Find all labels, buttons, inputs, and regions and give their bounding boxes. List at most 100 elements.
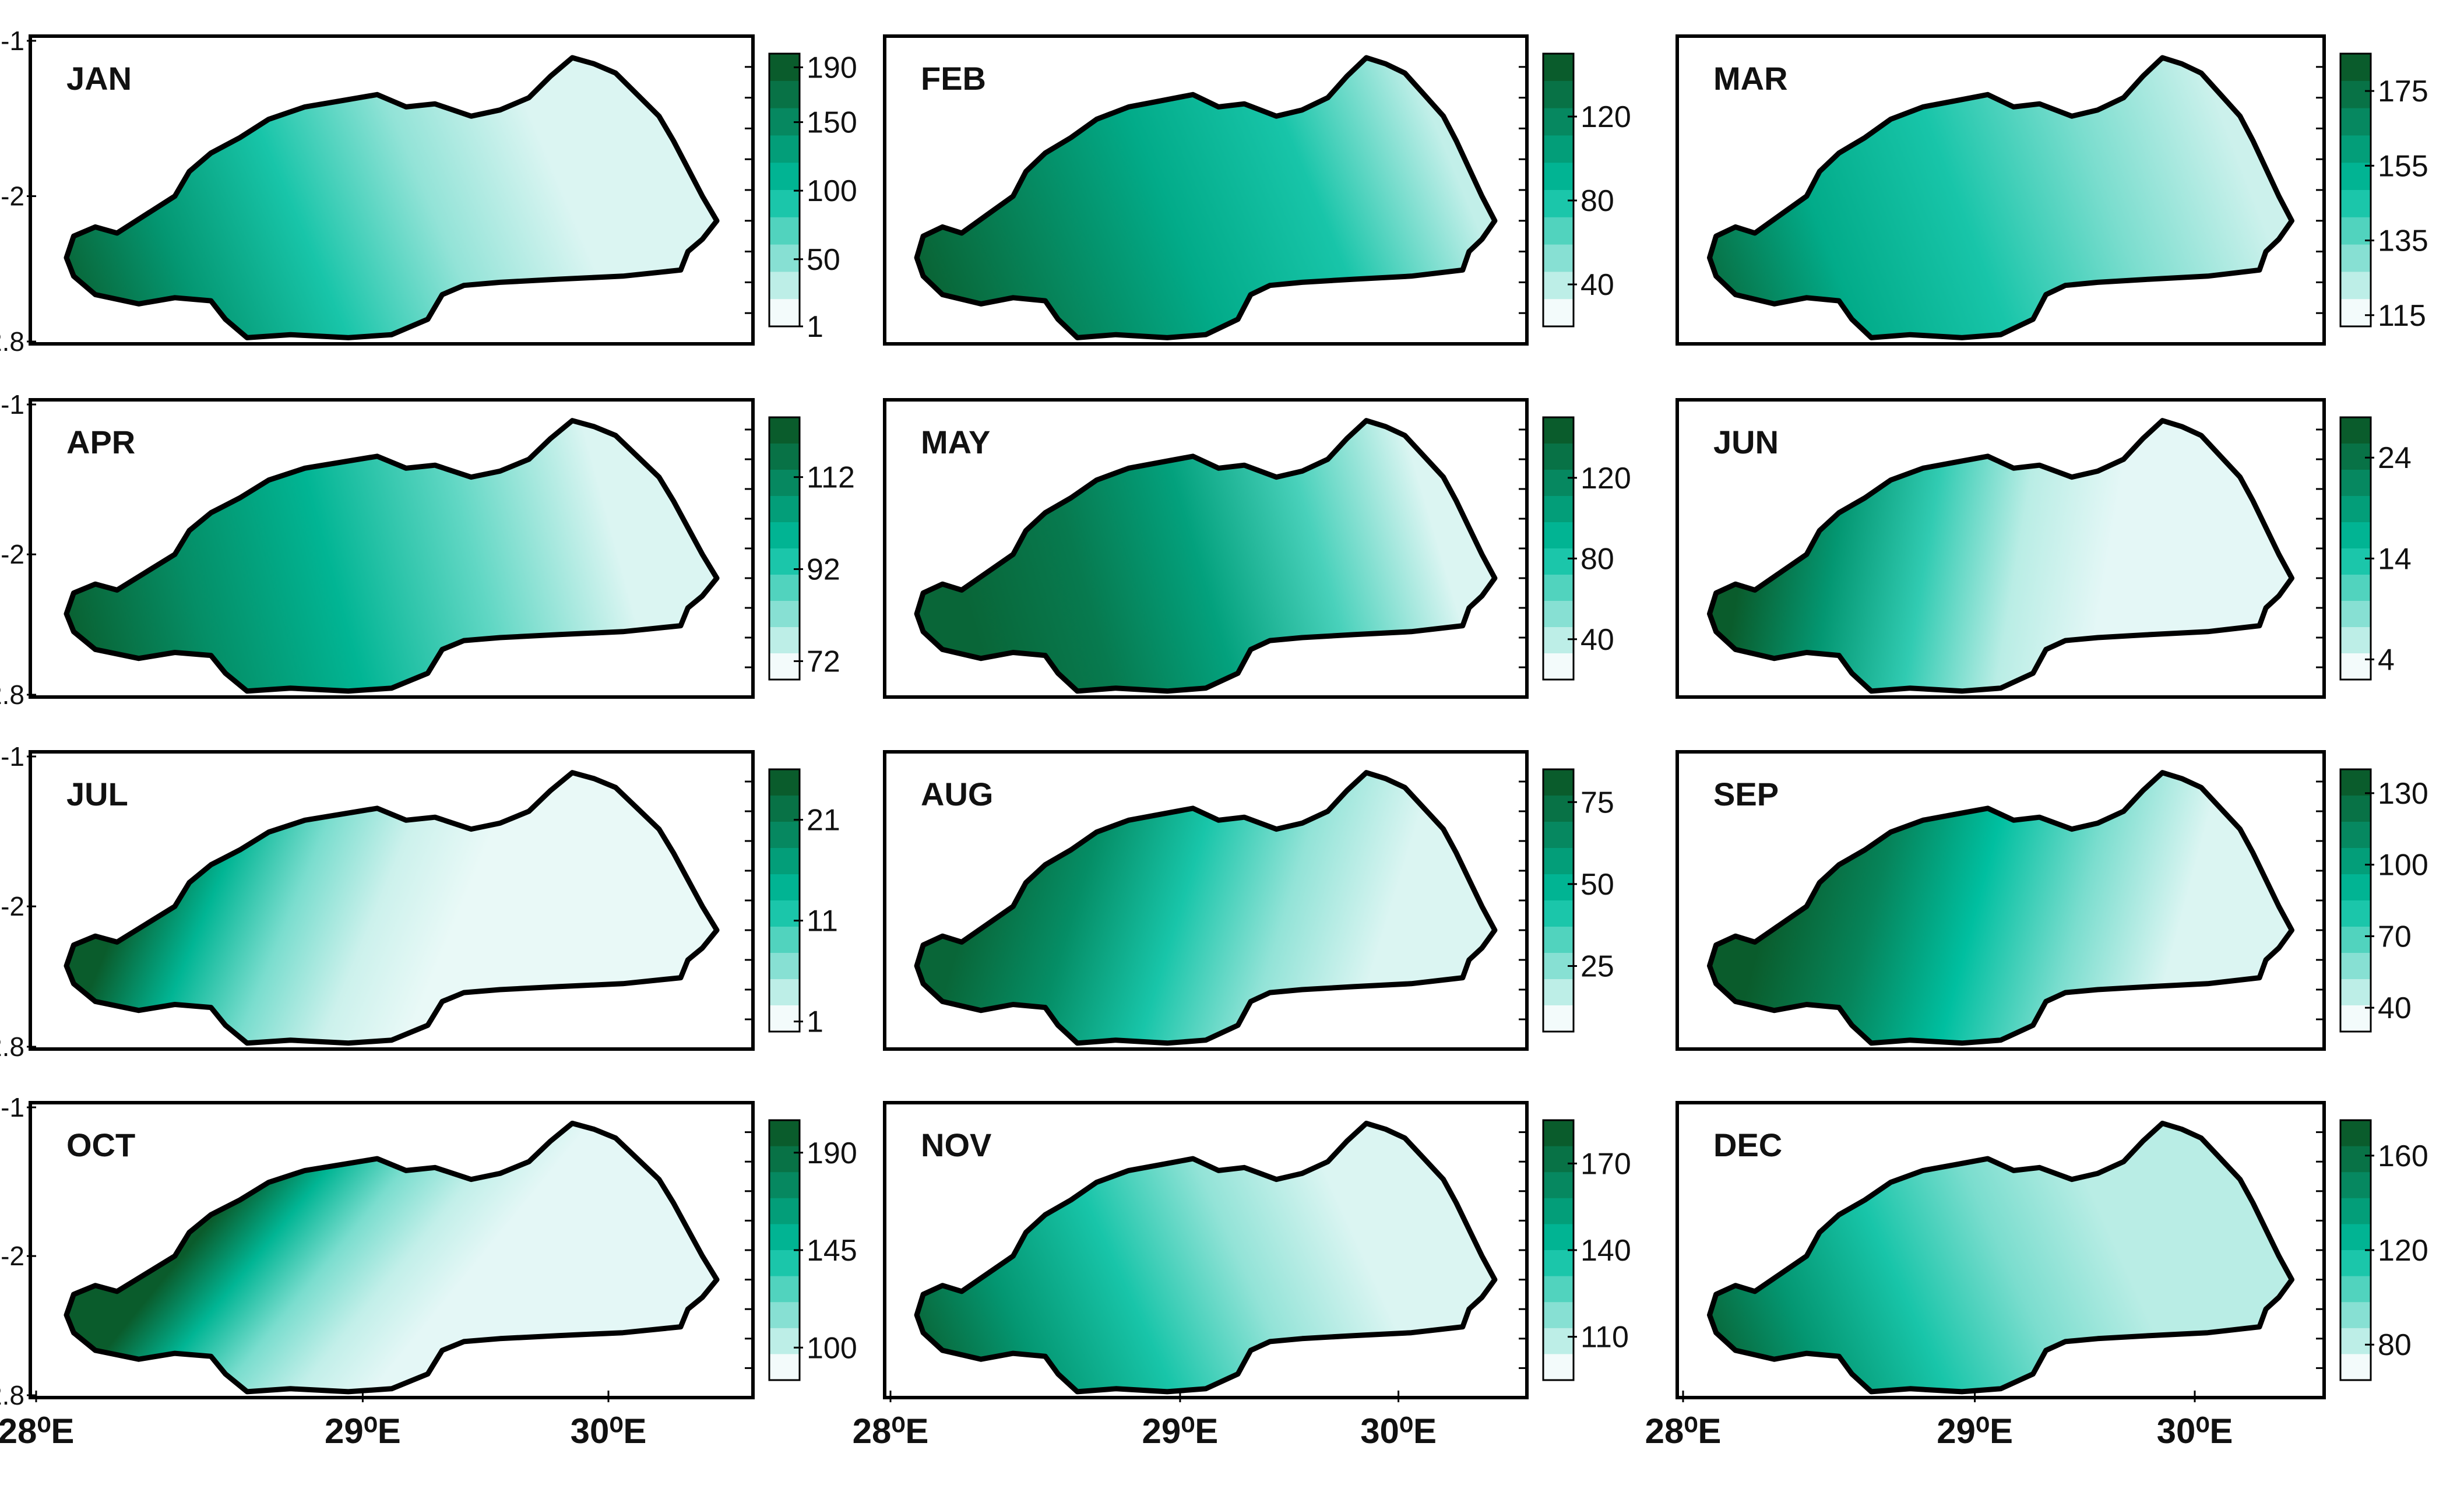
longitude-label: 28⁰E [0, 1412, 74, 1451]
colorbar-band [2340, 601, 2371, 628]
colorbar-band [769, 575, 800, 601]
colorbar-band [769, 217, 800, 245]
colorbar-band [769, 1224, 800, 1251]
colorbar-tick-label: 130 [2378, 777, 2428, 811]
country-boundary [914, 418, 1498, 694]
colorbar-band [2340, 108, 2371, 136]
colorbar-band [769, 627, 800, 654]
month-label: OCT [66, 1127, 135, 1163]
colorbar-band [769, 796, 800, 822]
colorbar-band [1543, 769, 1574, 796]
colorbar-band [1543, 627, 1574, 654]
rainfall-shading [66, 420, 717, 691]
longitude-label: 28⁰E [853, 1412, 929, 1451]
colorbar-tick-label: 21 [807, 804, 840, 837]
panel-sep: SEP 130 100 70 40 [1675, 750, 2428, 1051]
rainfall-shading [1709, 58, 2292, 338]
colorbar-band [769, 1005, 800, 1032]
country-boundary [1707, 55, 2294, 340]
colorbar [768, 416, 801, 681]
colorbar-band [2340, 163, 2371, 191]
rainfall-shading [1709, 772, 2292, 1043]
colorbar-tick-label: 190 [807, 1136, 857, 1170]
colorbar-band [1543, 190, 1574, 218]
month-label: JUN [1713, 424, 1779, 460]
colorbar-tick-label: 140 [1581, 1234, 1631, 1268]
latitude-label: -1 [1, 741, 24, 772]
month-label: FEB [921, 60, 986, 97]
colorbar-band [769, 822, 800, 849]
colorbar-tick-label: 24 [2378, 441, 2412, 475]
country-boundary [1707, 418, 2294, 694]
colorbar [2339, 416, 2372, 681]
colorbar-tick-label: 14 [2378, 542, 2412, 576]
colorbar-band [1543, 417, 1574, 444]
panel-apr: APR -1 -2 -2.8 112 92 72 [0, 389, 855, 710]
colorbar-tick-label: 150 [807, 106, 857, 140]
colorbar-band [2340, 1354, 2371, 1381]
colorbar-band [1543, 1276, 1574, 1303]
colorbar-band [1543, 575, 1574, 601]
month-label: MAR [1713, 60, 1788, 97]
colorbar-tick-label: 160 [2378, 1139, 2428, 1173]
colorbar-tick-label: 115 [2378, 299, 2426, 333]
colorbar-tick-label: 92 [807, 553, 840, 587]
colorbar-band [769, 653, 800, 680]
colorbar-band [1543, 163, 1574, 191]
rainfall-shading [66, 58, 717, 338]
colorbar-band [2340, 135, 2371, 163]
colorbar-band [2340, 848, 2371, 875]
colorbar-tick-label: 40 [2378, 991, 2412, 1025]
latitude-label: -1 [1, 26, 24, 56]
colorbar-band [1543, 299, 1574, 327]
colorbar-band [2340, 822, 2371, 849]
longitude-label: 28⁰E [1645, 1412, 1722, 1451]
colorbar-band [1543, 653, 1574, 680]
colorbar-band [1543, 470, 1574, 497]
colorbar-band [769, 874, 800, 901]
colorbar-tick-label: 100 [2378, 849, 2428, 882]
colorbar-band [769, 244, 800, 272]
colorbar-tick-label: 120 [2378, 1234, 2428, 1268]
colorbar-tick-label: 25 [1581, 950, 1614, 984]
latitude-label: -2.8 [0, 326, 24, 357]
rainfall-shading [66, 1123, 717, 1392]
colorbar-band [769, 1302, 800, 1329]
longitude-label: 30⁰E [1360, 1412, 1437, 1451]
colorbar-band [769, 927, 800, 953]
colorbar-band [1543, 601, 1574, 628]
colorbar-band [1543, 1302, 1574, 1329]
colorbar-band [1543, 135, 1574, 163]
colorbar-band [769, 163, 800, 191]
panel-mar: MAR 175 155 135 115 [1675, 34, 2428, 346]
colorbar-band [2340, 299, 2371, 327]
country-boundary [914, 55, 1498, 340]
latitude-label: -2.8 [0, 1032, 24, 1062]
longitude-label: 29⁰E [1937, 1412, 2013, 1451]
colorbar-band [1543, 54, 1574, 82]
colorbar-tick-label: 110 [1581, 1321, 1629, 1354]
colorbar-band [769, 548, 800, 575]
month-label: MAY [921, 424, 990, 460]
colorbar-band [1543, 1005, 1574, 1032]
colorbar-band [769, 522, 800, 549]
colorbar-band [2340, 244, 2371, 272]
colorbar-band [769, 135, 800, 163]
latitude-label: -2 [1, 539, 24, 569]
colorbar-band [2340, 522, 2371, 549]
colorbar [1542, 768, 1575, 1033]
colorbar-band [1543, 979, 1574, 1006]
colorbar-band [2340, 496, 2371, 523]
colorbar-band [1543, 1224, 1574, 1251]
colorbar-band [2340, 272, 2371, 300]
latitude-label: -2 [1, 1241, 24, 1271]
longitude-label: 29⁰E [1142, 1412, 1219, 1451]
colorbar-band [2340, 190, 2371, 218]
rainfall-shading [917, 772, 1495, 1043]
colorbar-band [1543, 1250, 1574, 1277]
month-label: APR [66, 424, 135, 460]
colorbar-tick-label: 120 [1581, 462, 1631, 495]
colorbar-band [2340, 575, 2371, 601]
colorbar-band [2340, 417, 2371, 444]
colorbar-tick-label: 100 [807, 1331, 857, 1365]
